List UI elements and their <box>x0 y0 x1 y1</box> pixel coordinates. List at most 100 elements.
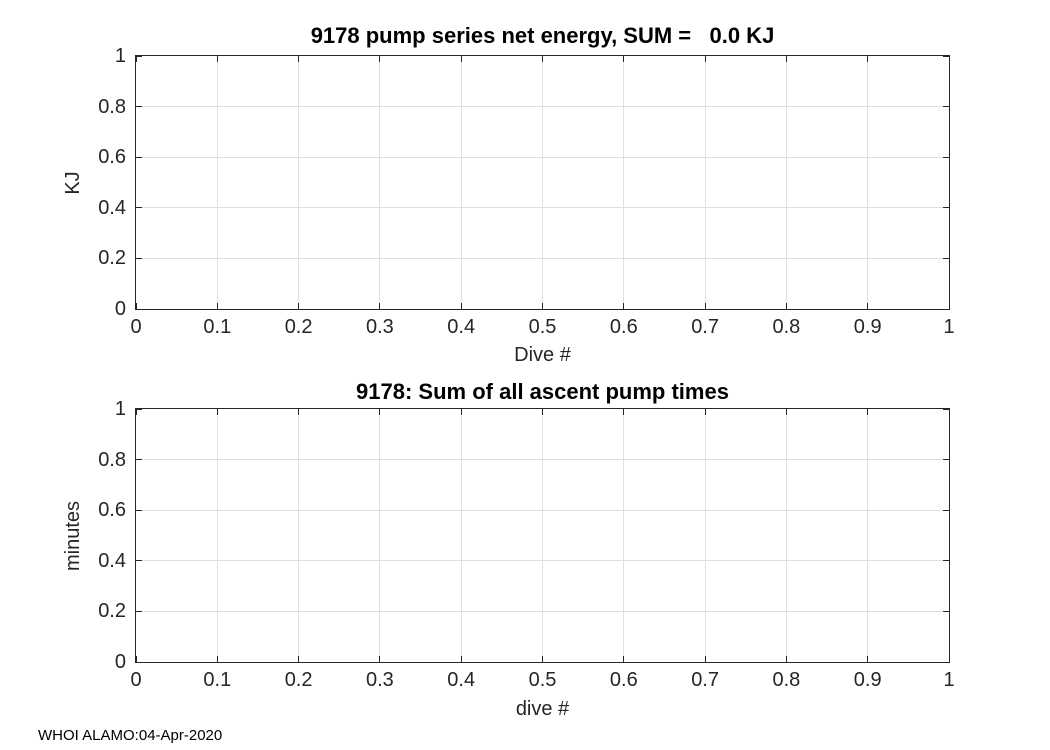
x-tick-mark <box>948 656 950 662</box>
x-tick-mark <box>216 56 218 62</box>
x-tick-mark <box>785 56 787 62</box>
y-tick-label: 0.6 <box>98 499 126 522</box>
grid-line-horizontal <box>136 207 949 209</box>
top-plot-area: 0 0.1 0.2 0.3 0.4 0.5 0.6 0.7 0.8 0.9 1 0 0.2 0.4 0.6 0… <box>98 45 954 338</box>
y-tick-mark <box>136 509 142 511</box>
x-tick-label: 0.2 <box>284 316 313 338</box>
y-tick-mark <box>136 55 142 57</box>
x-tick-label: 0.1 <box>203 669 232 691</box>
x-tick-mark <box>542 303 543 309</box>
y-tick-mark <box>943 257 949 259</box>
x-tick-mark <box>867 303 869 309</box>
x-tick-mark <box>298 303 300 309</box>
x-tick-mark <box>460 303 462 309</box>
y-tick-mark <box>943 207 949 209</box>
y-tick-mark <box>136 661 142 663</box>
grid-line-vertical <box>704 409 706 662</box>
bottom-plot-title: 9178: Sum of all ascent pump times <box>356 379 729 404</box>
y-tick-mark <box>943 560 949 562</box>
x-tick-mark <box>623 409 625 415</box>
grid-line-vertical <box>867 56 869 309</box>
x-tick-mark <box>542 409 543 415</box>
x-tick-mark <box>216 409 218 415</box>
x-tick-label: 0.8 <box>772 316 801 338</box>
x-tick-label: 0.2 <box>284 669 313 691</box>
x-tick-label: 0.9 <box>853 669 882 691</box>
y-tick-mark <box>136 106 142 108</box>
y-tick-mark <box>943 55 949 57</box>
y-tick-label: 0 <box>114 298 126 320</box>
y-tick-label: 0.8 <box>98 448 126 471</box>
grid-line-vertical <box>298 409 300 662</box>
x-tick-mark <box>135 303 137 309</box>
grid-line-horizontal <box>136 560 949 562</box>
y-tick-mark <box>136 610 142 612</box>
y-tick-mark <box>136 459 142 461</box>
y-tick-label: 1 <box>114 398 126 420</box>
x-tick-mark <box>867 656 869 662</box>
grid-line-vertical <box>379 56 381 309</box>
grid-line-vertical <box>379 409 381 662</box>
x-tick-mark <box>379 56 381 62</box>
x-tick-label: 0.9 <box>853 316 882 338</box>
grid-line-vertical <box>623 56 625 309</box>
x-tick-mark <box>216 303 218 309</box>
x-tick-mark <box>460 656 462 662</box>
top-plot-y-axis-label: KJ <box>62 171 84 195</box>
top-plot-x-axis-label: Dive # <box>514 344 571 366</box>
bottom-plot-area: 0 0.1 0.2 0.3 0.4 0.5 0.6 0.7 0.8 0.9 1 0 0.2 0.4 0.6 0… <box>98 398 954 691</box>
x-tick-label: 0.6 <box>609 669 638 691</box>
x-tick-mark <box>298 56 300 62</box>
y-tick-label: 0.2 <box>98 247 126 270</box>
y-tick-mark <box>943 408 949 410</box>
y-tick-label: 0.6 <box>98 146 126 169</box>
x-tick-label: 0.1 <box>203 316 232 338</box>
top-plot-title: 9178 pump series net energy, SUM = 0.0 K… <box>310 23 775 48</box>
y-tick-mark <box>136 207 142 209</box>
x-tick-label: 0.3 <box>365 316 394 338</box>
y-tick-mark <box>136 308 142 310</box>
grid-line-vertical <box>542 56 543 309</box>
footer-annotation: WHOI ALAMO:04-Apr-2020 <box>38 727 223 744</box>
y-tick-mark <box>136 560 142 562</box>
grid-line-vertical <box>460 56 462 309</box>
y-tick-mark <box>943 106 949 108</box>
x-tick-label: 0 <box>130 669 142 691</box>
x-tick-mark <box>623 56 625 62</box>
y-tick-mark <box>136 156 142 158</box>
y-tick-mark <box>943 459 949 461</box>
x-tick-mark <box>379 409 381 415</box>
x-tick-mark <box>785 409 787 415</box>
x-tick-mark <box>867 409 869 415</box>
grid-line-vertical <box>785 56 787 309</box>
x-tick-mark <box>298 409 300 415</box>
x-tick-mark <box>379 656 381 662</box>
grid-line-vertical <box>460 409 462 662</box>
grid-line-vertical <box>785 409 787 662</box>
x-tick-label: 0.7 <box>691 669 719 691</box>
x-tick-label: 0.6 <box>609 316 638 338</box>
x-tick-mark <box>704 56 706 62</box>
grid-line-vertical <box>216 409 218 662</box>
x-tick-mark <box>135 56 137 62</box>
x-tick-mark <box>948 56 950 62</box>
x-tick-mark <box>216 656 218 662</box>
y-tick-label: 0.8 <box>98 95 126 118</box>
y-tick-mark <box>943 509 949 511</box>
y-tick-mark <box>943 610 949 612</box>
x-tick-mark <box>542 56 543 62</box>
x-tick-mark <box>948 303 950 309</box>
bottom-plot-x-axis-label: dive # <box>515 698 570 720</box>
x-tick-mark <box>460 56 462 62</box>
grid-line-vertical <box>542 409 543 662</box>
x-tick-label: 0 <box>130 316 142 338</box>
grid-line-vertical <box>704 56 706 309</box>
x-tick-mark <box>948 409 950 415</box>
y-tick-label: 0.4 <box>98 549 126 572</box>
x-tick-label: 0.4 <box>447 669 476 691</box>
x-tick-label: 1 <box>943 669 955 691</box>
x-tick-mark <box>785 303 787 309</box>
y-tick-mark <box>136 408 142 410</box>
y-tick-mark <box>136 257 142 259</box>
x-tick-mark <box>542 656 543 662</box>
